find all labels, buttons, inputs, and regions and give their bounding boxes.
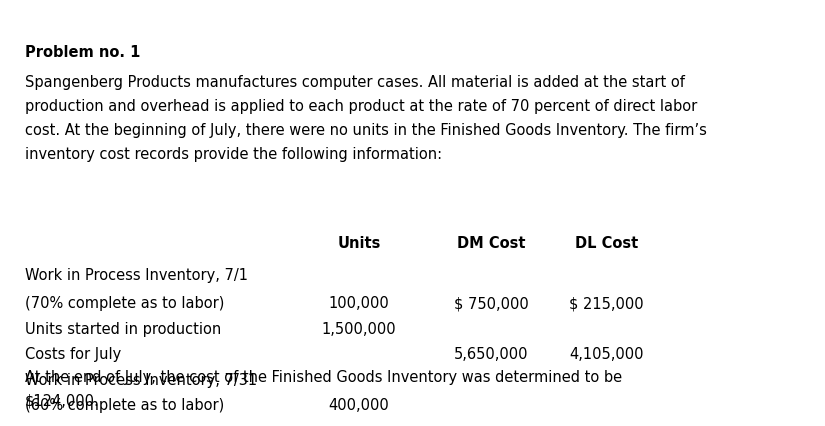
Text: (70% complete as to labor): (70% complete as to labor)	[25, 296, 224, 311]
Text: 100,000: 100,000	[328, 296, 389, 311]
Text: DM Cost: DM Cost	[456, 236, 526, 251]
Text: Spangenberg Products manufactures computer cases. All material is added at the s: Spangenberg Products manufactures comput…	[25, 75, 707, 161]
Text: At the end of July, the cost of the Finished Goods Inventory was determined to b: At the end of July, the cost of the Fini…	[25, 370, 622, 409]
Text: 5,650,000: 5,650,000	[454, 347, 528, 362]
Text: (60% complete as to labor): (60% complete as to labor)	[25, 398, 224, 413]
Text: Units started in production: Units started in production	[25, 322, 221, 337]
Text: $ 750,000: $ 750,000	[454, 296, 528, 311]
Text: Costs for July: Costs for July	[25, 347, 121, 362]
Text: DL Cost: DL Cost	[575, 236, 638, 251]
Text: 1,500,000: 1,500,000	[322, 322, 396, 337]
Text: 400,000: 400,000	[328, 398, 389, 413]
Text: Problem no. 1: Problem no. 1	[25, 45, 140, 60]
Text: Units: Units	[337, 236, 380, 251]
Text: Work in Process Inventory, 7/1: Work in Process Inventory, 7/1	[25, 268, 248, 283]
Text: Work in Process Inventory, 7/31: Work in Process Inventory, 7/31	[25, 373, 257, 388]
Text: $ 215,000: $ 215,000	[569, 296, 644, 311]
Text: 4,105,000: 4,105,000	[569, 347, 644, 362]
